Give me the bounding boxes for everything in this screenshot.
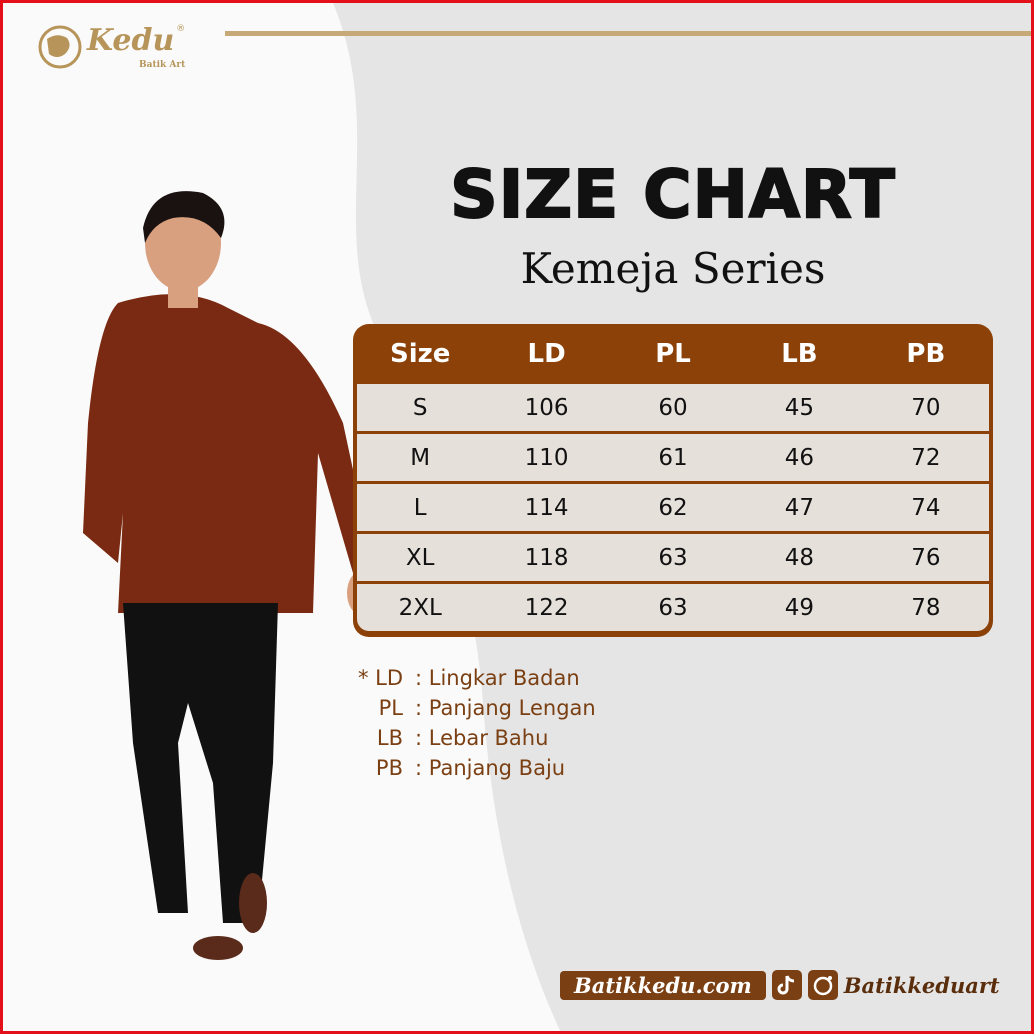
instagram-icon[interactable]	[807, 970, 838, 1000]
table-row: M 110 61 46 72	[357, 434, 989, 481]
legend-item: PB : Panjang Baju	[343, 753, 596, 783]
header-pl: PL	[655, 339, 691, 369]
table-cell: 122	[524, 594, 569, 621]
table-cell: L	[413, 494, 427, 521]
legend-item: * LD : Lingkar Badan	[343, 663, 596, 693]
table-cell: 49	[784, 594, 815, 621]
table-cell: 118	[524, 544, 569, 571]
table-cell: M	[410, 444, 431, 471]
legend-value: : Lingkar Badan	[415, 666, 580, 690]
table-cell: 74	[911, 494, 941, 521]
table-row: 2XL 122 63 49 78	[357, 584, 989, 631]
table-cell: 114	[524, 494, 569, 521]
table-cell: XL	[405, 544, 435, 571]
header-size: Size	[390, 339, 451, 369]
legend-value: : Panjang Baju	[415, 756, 566, 780]
legend-item: PL : Panjang Lengan	[343, 693, 596, 723]
table-cell: 63	[658, 544, 688, 571]
table-cell: 62	[658, 494, 688, 521]
decorative-line	[225, 31, 1031, 36]
table-body: S 106 60 45 70 M 110 61 46 72 L 114 62 47 74 XL 118 63 48 7…	[357, 384, 989, 631]
brand-tagline: Batik Art	[139, 60, 186, 70]
table-row: L 114 62 47 74	[357, 484, 989, 531]
legend-key: LB	[376, 726, 403, 750]
globe-icon	[38, 25, 82, 69]
legend-key: PL	[378, 696, 403, 720]
table-cell: 60	[658, 394, 688, 421]
table-cell: 2XL	[398, 594, 442, 621]
table-cell: 46	[784, 444, 815, 471]
legend-item: LB : Lebar Bahu	[343, 723, 596, 753]
size-table: Size LD PL LB PB S 106 60 45 70 M 110 61 46 72 L 11…	[353, 324, 993, 637]
table-cell: 72	[911, 444, 941, 471]
footer: Batikkedu.com Batikkeduart	[560, 970, 1000, 1000]
model-photo	[83, 191, 375, 960]
table-cell: 76	[911, 544, 941, 571]
table-row: S 106 60 45 70	[357, 384, 989, 431]
legend-key: * LD	[357, 666, 403, 690]
website-link[interactable]: Batikkedu.com	[560, 970, 766, 1000]
table-cell: 61	[658, 444, 688, 471]
tiktok-icon[interactable]	[771, 970, 802, 1000]
header-ld: LD	[527, 339, 566, 369]
social-handle[interactable]: Batikkeduart	[843, 972, 1000, 998]
page-title: SIZE CHART	[449, 155, 896, 234]
table-cell: 63	[658, 594, 688, 621]
header-lb: LB	[781, 339, 818, 369]
table-cell: 48	[784, 544, 815, 571]
table-row: XL 118 63 48 76	[357, 534, 989, 581]
table-cell: 106	[524, 394, 569, 421]
table-header: Size LD PL LB PB	[357, 324, 989, 384]
registered-mark: ®	[176, 24, 186, 34]
header-pb: PB	[906, 339, 946, 369]
table-cell: S	[412, 394, 428, 421]
table-cell: 47	[784, 494, 815, 521]
brand-logo: Kedu ® Batik Art	[37, 23, 185, 71]
legend-value: : Panjang Lengan	[415, 696, 596, 720]
table-cell: 78	[911, 594, 941, 621]
page-subtitle: Kemeja Series	[520, 244, 826, 293]
brand-name: Kedu	[87, 23, 175, 58]
legend-value: : Lebar Bahu	[415, 726, 549, 750]
abbreviation-legend: * LD : Lingkar Badan PL : Panjang Lengan LB:…	[343, 663, 596, 783]
table-cell: 110	[524, 444, 569, 471]
legend-key: PB	[375, 756, 403, 780]
table-cell: 70	[911, 394, 941, 421]
table-cell: 45	[784, 394, 815, 421]
